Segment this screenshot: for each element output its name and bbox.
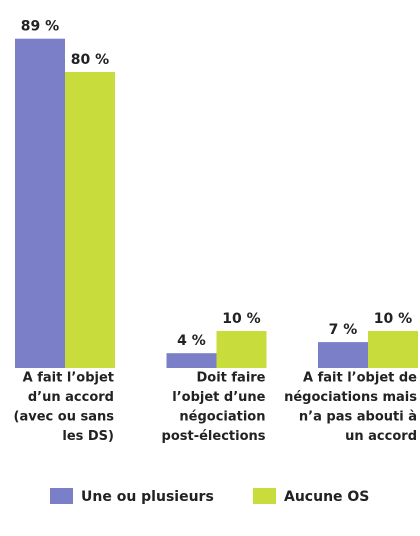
x-tick-label: l’objet d’une	[172, 390, 265, 405]
bar	[368, 331, 418, 368]
x-tick-label: négociation	[179, 410, 265, 425]
x-tick-label: A fait l’objet de	[303, 371, 417, 386]
x-tick-label: un accord	[345, 429, 417, 444]
x-tick-label: négociations mais	[284, 390, 417, 405]
bar	[166, 353, 217, 368]
value-label: 89 %	[21, 19, 59, 35]
x-tick-label: A fait l’objet	[23, 371, 114, 386]
x-tick-label: (avec ou sans	[14, 410, 115, 425]
value-label: 4 %	[177, 333, 206, 349]
x-tick-label: Doit faire	[196, 371, 265, 386]
legend-label: Aucune OS	[284, 489, 369, 505]
value-label: 10 %	[222, 311, 260, 327]
bar	[318, 342, 368, 368]
value-label: 10 %	[374, 311, 412, 327]
legend-label: Une ou plusieurs	[81, 489, 214, 505]
x-tick-label: les DS)	[62, 429, 114, 444]
x-tick-label: n’a pas abouti à	[299, 410, 417, 425]
bar	[65, 72, 115, 368]
legend-swatch	[50, 488, 73, 504]
legend-swatch	[253, 488, 276, 504]
bar	[216, 331, 267, 368]
x-tick-label: d’un accord	[28, 390, 114, 405]
value-label: 7 %	[329, 322, 358, 338]
bar	[15, 38, 65, 368]
x-tick-label: post-élections	[162, 429, 266, 444]
value-label: 80 %	[71, 52, 109, 68]
